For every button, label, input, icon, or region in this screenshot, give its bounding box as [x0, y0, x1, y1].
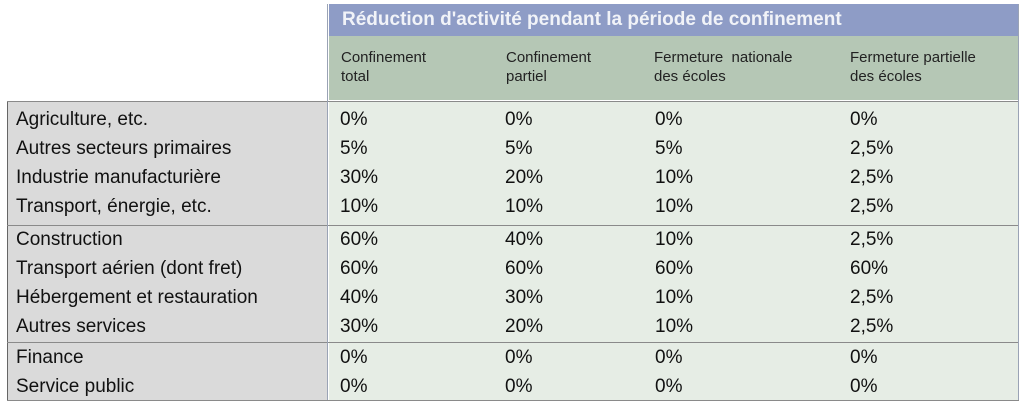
- table-top-border: [7, 101, 1019, 102]
- right-border: [1018, 4, 1019, 400]
- row-label: Autres services: [16, 316, 146, 337]
- table-bottom-border: [7, 400, 1019, 401]
- group-divider-2: [7, 342, 1019, 343]
- table-cell: 5%: [340, 138, 368, 159]
- row-label: Finance: [16, 347, 84, 368]
- table-cell: 2,5%: [850, 196, 894, 217]
- group-divider-1: [7, 225, 1019, 226]
- row-label: Transport, énergie, etc.: [16, 196, 212, 217]
- table-cell: 0%: [655, 347, 683, 368]
- table-cell: 0%: [655, 376, 683, 397]
- row-label: Construction: [16, 229, 123, 250]
- table-cell: 40%: [340, 287, 379, 308]
- row-label: Industrie manufacturière: [16, 167, 221, 188]
- table-cell: 0%: [340, 109, 368, 130]
- table-cell: 10%: [655, 167, 694, 188]
- table-row: Finance 0% 0% 0% 0%: [0, 343, 1024, 372]
- table-cell: 0%: [505, 347, 533, 368]
- table-cell: 0%: [850, 376, 878, 397]
- table-cell: 20%: [505, 316, 544, 337]
- table-cell: 0%: [505, 376, 533, 397]
- table-cell: 30%: [340, 316, 379, 337]
- table-cell: 2,5%: [850, 287, 894, 308]
- table-cell: 60%: [850, 258, 889, 279]
- table-cell: 0%: [505, 109, 533, 130]
- table-row: Agriculture, etc. 0% 0% 0% 0%: [0, 105, 1024, 134]
- table-row: Transport, énergie, etc. 10% 10% 10% 2,5%: [0, 192, 1024, 221]
- table-cell: 10%: [505, 196, 544, 217]
- row-label: Agriculture, etc.: [16, 109, 148, 130]
- row-label: Transport aérien (dont fret): [16, 258, 243, 279]
- table-cell: 40%: [505, 229, 544, 250]
- row-header-background: [7, 102, 327, 401]
- column-header-row: Confinement total Confinement partiel Ferm…: [329, 36, 1019, 100]
- table-cell: 2,5%: [850, 316, 894, 337]
- table-cell: 2,5%: [850, 138, 894, 159]
- table-cell: 10%: [655, 229, 694, 250]
- table-cell: 10%: [340, 196, 379, 217]
- table-cell: 0%: [340, 347, 368, 368]
- table-cell: 10%: [655, 196, 694, 217]
- row-label: Service public: [16, 376, 135, 397]
- table-cell: 30%: [340, 167, 379, 188]
- table-cell: 20%: [505, 167, 544, 188]
- table-cell: 10%: [655, 287, 694, 308]
- table-cell: 60%: [505, 258, 544, 279]
- column-header-fermeture-partielle: Fermeture partielle des écoles: [850, 49, 976, 85]
- column-header-fermeture-nationale: Fermeture nationale des écoles: [654, 49, 793, 85]
- table-title: Réduction d'activité pendant la période …: [329, 4, 1019, 36]
- table-row: Hébergement et restauration 40% 30% 10% 2,5%: [0, 283, 1024, 312]
- column-header-confinement-total: Confinement total: [341, 49, 427, 85]
- table-row: Transport aérien (dont fret) 60% 60% 60% 60%: [0, 254, 1024, 283]
- column-divider: [327, 4, 328, 400]
- table-cell: 0%: [850, 109, 878, 130]
- table-cell: 60%: [340, 229, 379, 250]
- table-row: Industrie manufacturière 30% 20% 10% 2,5%: [0, 163, 1024, 192]
- row-label: Hébergement et restauration: [16, 287, 258, 308]
- table-cell: 60%: [655, 258, 694, 279]
- table-row: Autres secteurs primaires 5% 5% 5% 2,5%: [0, 134, 1024, 163]
- table-cell: 2,5%: [850, 167, 894, 188]
- table-row: Autres services 30% 20% 10% 2,5%: [0, 312, 1024, 341]
- table-cell: 5%: [505, 138, 533, 159]
- column-header-confinement-partiel: Confinement partiel: [506, 49, 592, 85]
- table-cell: 0%: [655, 109, 683, 130]
- table-cell: 2,5%: [850, 229, 894, 250]
- row-label: Autres secteurs primaires: [16, 138, 232, 159]
- table-row: Service public 0% 0% 0% 0%: [0, 372, 1024, 401]
- table-row: Construction 60% 40% 10% 2,5%: [0, 225, 1024, 254]
- table-body-background: [329, 102, 1019, 400]
- table-cell: 0%: [850, 347, 878, 368]
- table-cell: 0%: [340, 376, 368, 397]
- table-cell: 5%: [655, 138, 683, 159]
- table-cell: 10%: [655, 316, 694, 337]
- table-cell: 60%: [340, 258, 379, 279]
- table-cell: 30%: [505, 287, 544, 308]
